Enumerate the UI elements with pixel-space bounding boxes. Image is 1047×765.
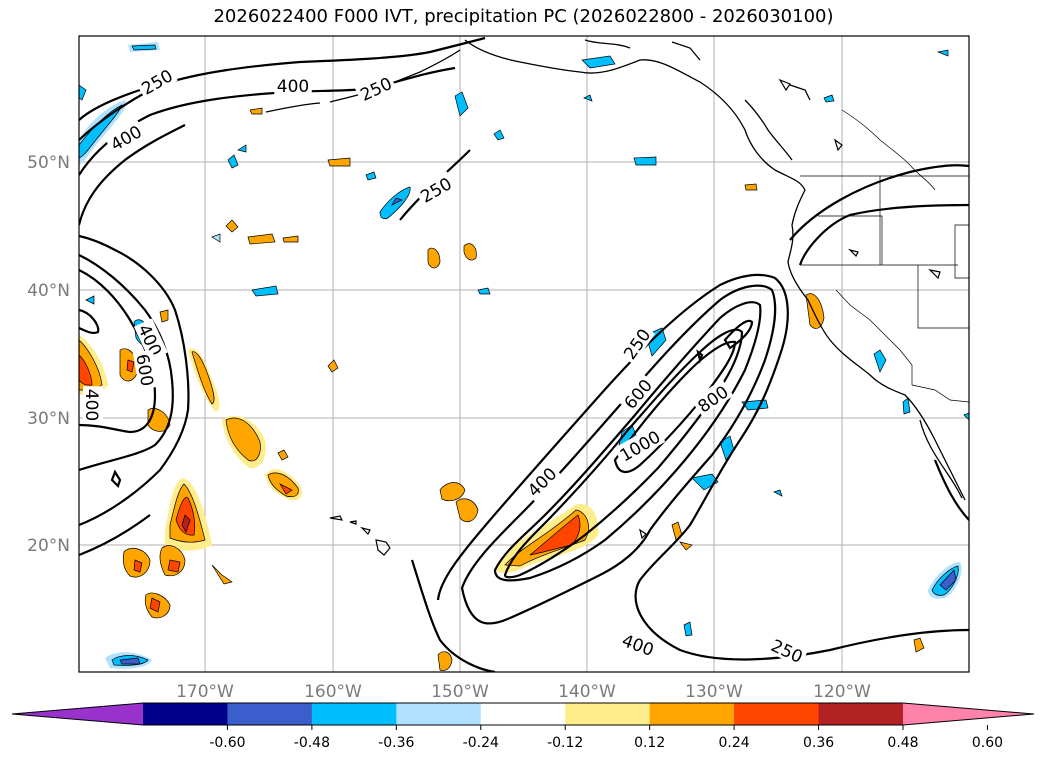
colorbar-bin <box>227 703 313 725</box>
ivt-contours <box>79 36 969 672</box>
colorbar-bin <box>480 703 566 725</box>
colorbar-tick-label: 0.36 <box>803 735 834 751</box>
map-area <box>79 36 969 672</box>
colorbar-tick-label: 0.48 <box>887 735 918 751</box>
lat-label: 20°N <box>27 536 70 556</box>
lon-label: 170°W <box>176 682 234 702</box>
lon-label: 150°W <box>431 682 489 702</box>
lat-label: 30°N <box>27 409 70 429</box>
coastlines <box>265 39 966 501</box>
colorbar-tick-label: -0.12 <box>547 735 583 751</box>
longitude-axis: 170°W 160°W 150°W 140°W 130°W 120°W <box>176 682 871 702</box>
lon-label: 130°W <box>685 682 743 702</box>
colorbar-bin <box>396 703 482 725</box>
island-outlines <box>329 78 941 556</box>
colorbar-tick-label: -0.36 <box>378 735 414 751</box>
colorbar-tick-label: 0.60 <box>972 735 1003 751</box>
colorbar-extend-high <box>903 703 1034 725</box>
lon-label: 160°W <box>304 682 362 702</box>
colorbar-extend-low <box>12 703 143 725</box>
colorbar-tick-label: 0.24 <box>719 735 750 751</box>
country-boundaries <box>800 109 969 403</box>
contour-label-group: 400 <box>274 75 312 97</box>
colorbar-bin <box>818 703 904 725</box>
colorbar-bin <box>734 703 820 725</box>
colorbar-bin <box>143 703 228 725</box>
colorbar-tick-label: -0.24 <box>463 735 499 751</box>
precip-positive-shading <box>79 107 925 671</box>
colorbar: -0.60 -0.48 -0.36 -0.24 -0.12 0.12 0.24 0.36 0.4… <box>11 702 1035 751</box>
colorbar-tick-label: 0.12 <box>634 735 665 751</box>
lat-label: 40°N <box>27 281 70 301</box>
colorbar-outline <box>11 702 1035 726</box>
latitude-axis: 50°N 40°N 30°N 20°N <box>27 153 70 556</box>
contour-label: 400 <box>81 389 101 421</box>
colorbar-bin <box>649 703 735 725</box>
contour-label-group: 400 <box>81 386 103 424</box>
colorbar-tick-label: -0.60 <box>209 735 245 751</box>
lat-label: 50°N <box>27 153 70 173</box>
lon-label: 140°W <box>558 682 616 702</box>
map-frame <box>78 35 970 673</box>
map-title: 2026022400 F000 IVT, precipitation PC (2… <box>213 6 834 27</box>
lon-label: 120°W <box>813 682 871 702</box>
colorbar-bin <box>565 703 651 725</box>
colorbar-tick-label: -0.48 <box>294 735 330 751</box>
contour-label: 400 <box>277 77 309 97</box>
colorbar-bin <box>311 703 397 725</box>
